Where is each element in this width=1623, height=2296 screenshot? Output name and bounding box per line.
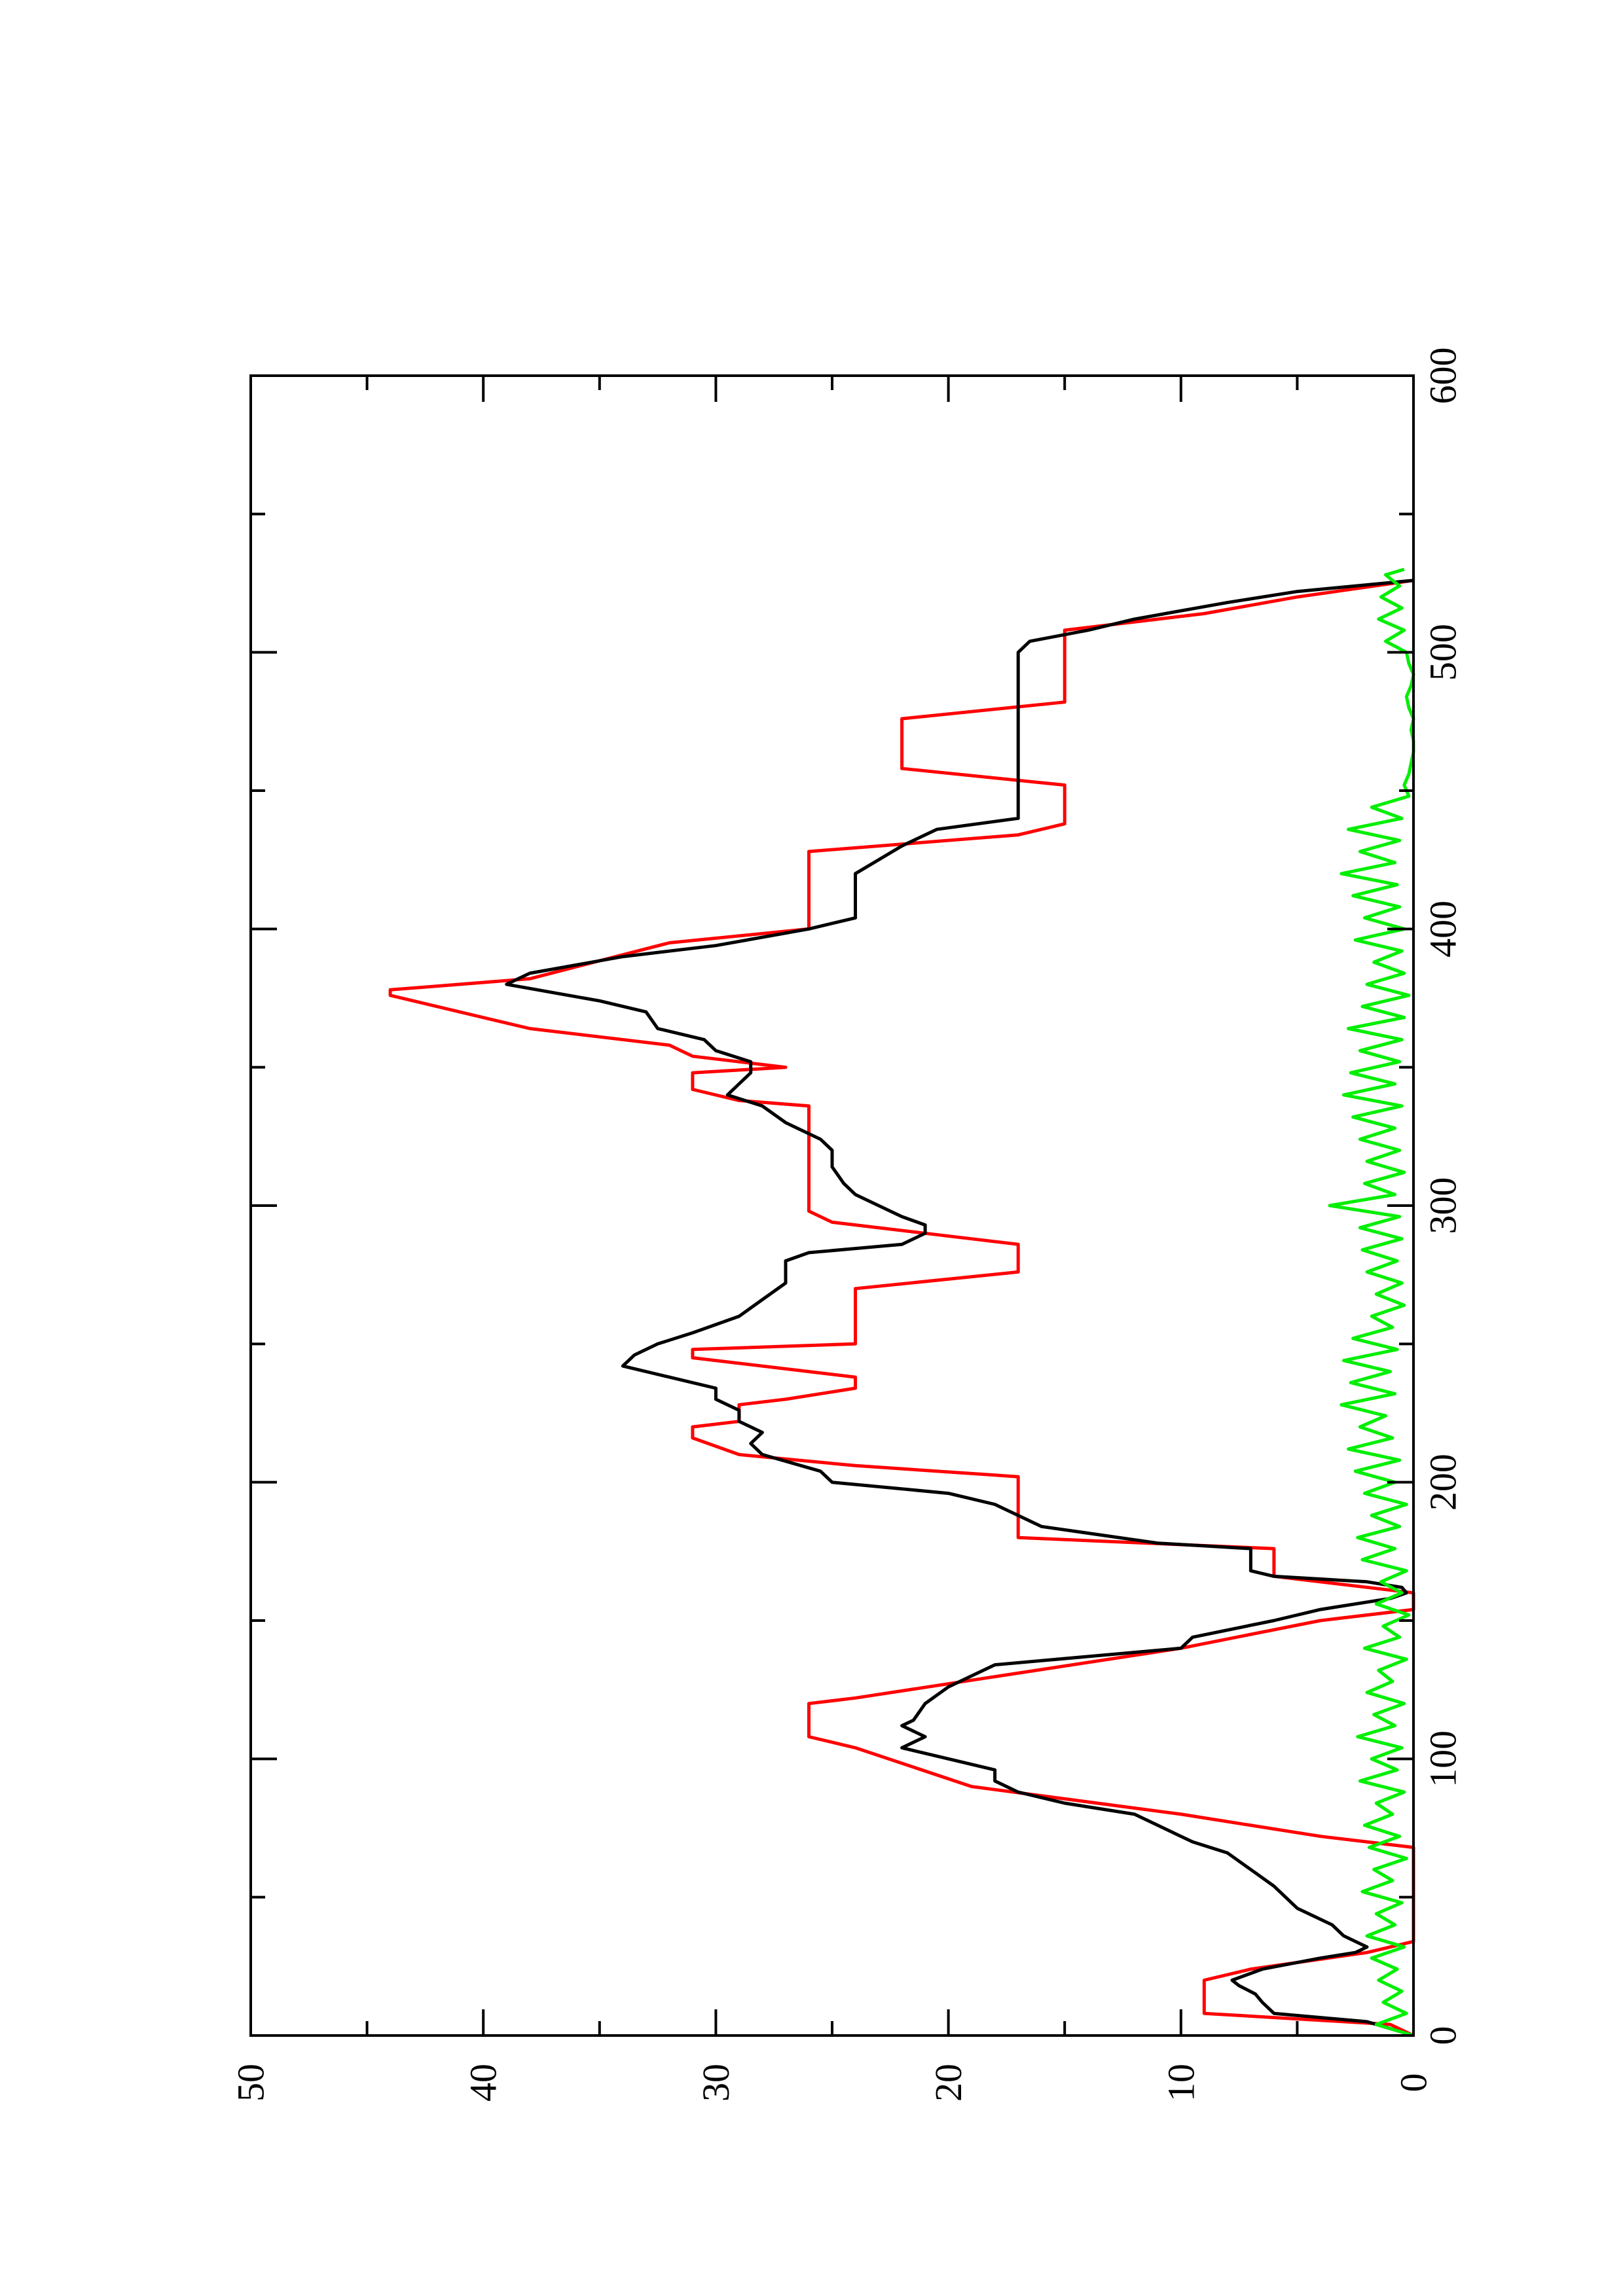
y-tick-label: 10	[1159, 2064, 1202, 2102]
x-tick-label: 600	[1422, 348, 1465, 404]
y-tick-label: 40	[462, 2064, 505, 2102]
series-line-3	[1328, 567, 1415, 2037]
tick-label-layer: 0 100 200 300 400 500 600 0 10 20 30 40 50	[230, 348, 1465, 2102]
x-tick-label: 300	[1422, 1177, 1465, 1234]
x-tick-label: 0	[1422, 2026, 1465, 2045]
plot-frame	[249, 374, 1415, 2037]
tick-layer	[249, 374, 1415, 2037]
series-layer	[388, 567, 1415, 2037]
x-tick-label: 500	[1422, 624, 1465, 681]
series-line-1	[388, 579, 1415, 2037]
y-tick-label: 50	[230, 2064, 272, 2102]
y-tick-label: 0	[1393, 2073, 1435, 2092]
y-tick-label: 20	[927, 2064, 970, 2102]
x-tick-label: 200	[1422, 1454, 1465, 1511]
series-line-2	[505, 579, 1414, 2037]
x-tick-label: 100	[1422, 1731, 1465, 1787]
y-tick-label: 30	[695, 2064, 737, 2102]
x-tick-label: 400	[1422, 901, 1465, 958]
